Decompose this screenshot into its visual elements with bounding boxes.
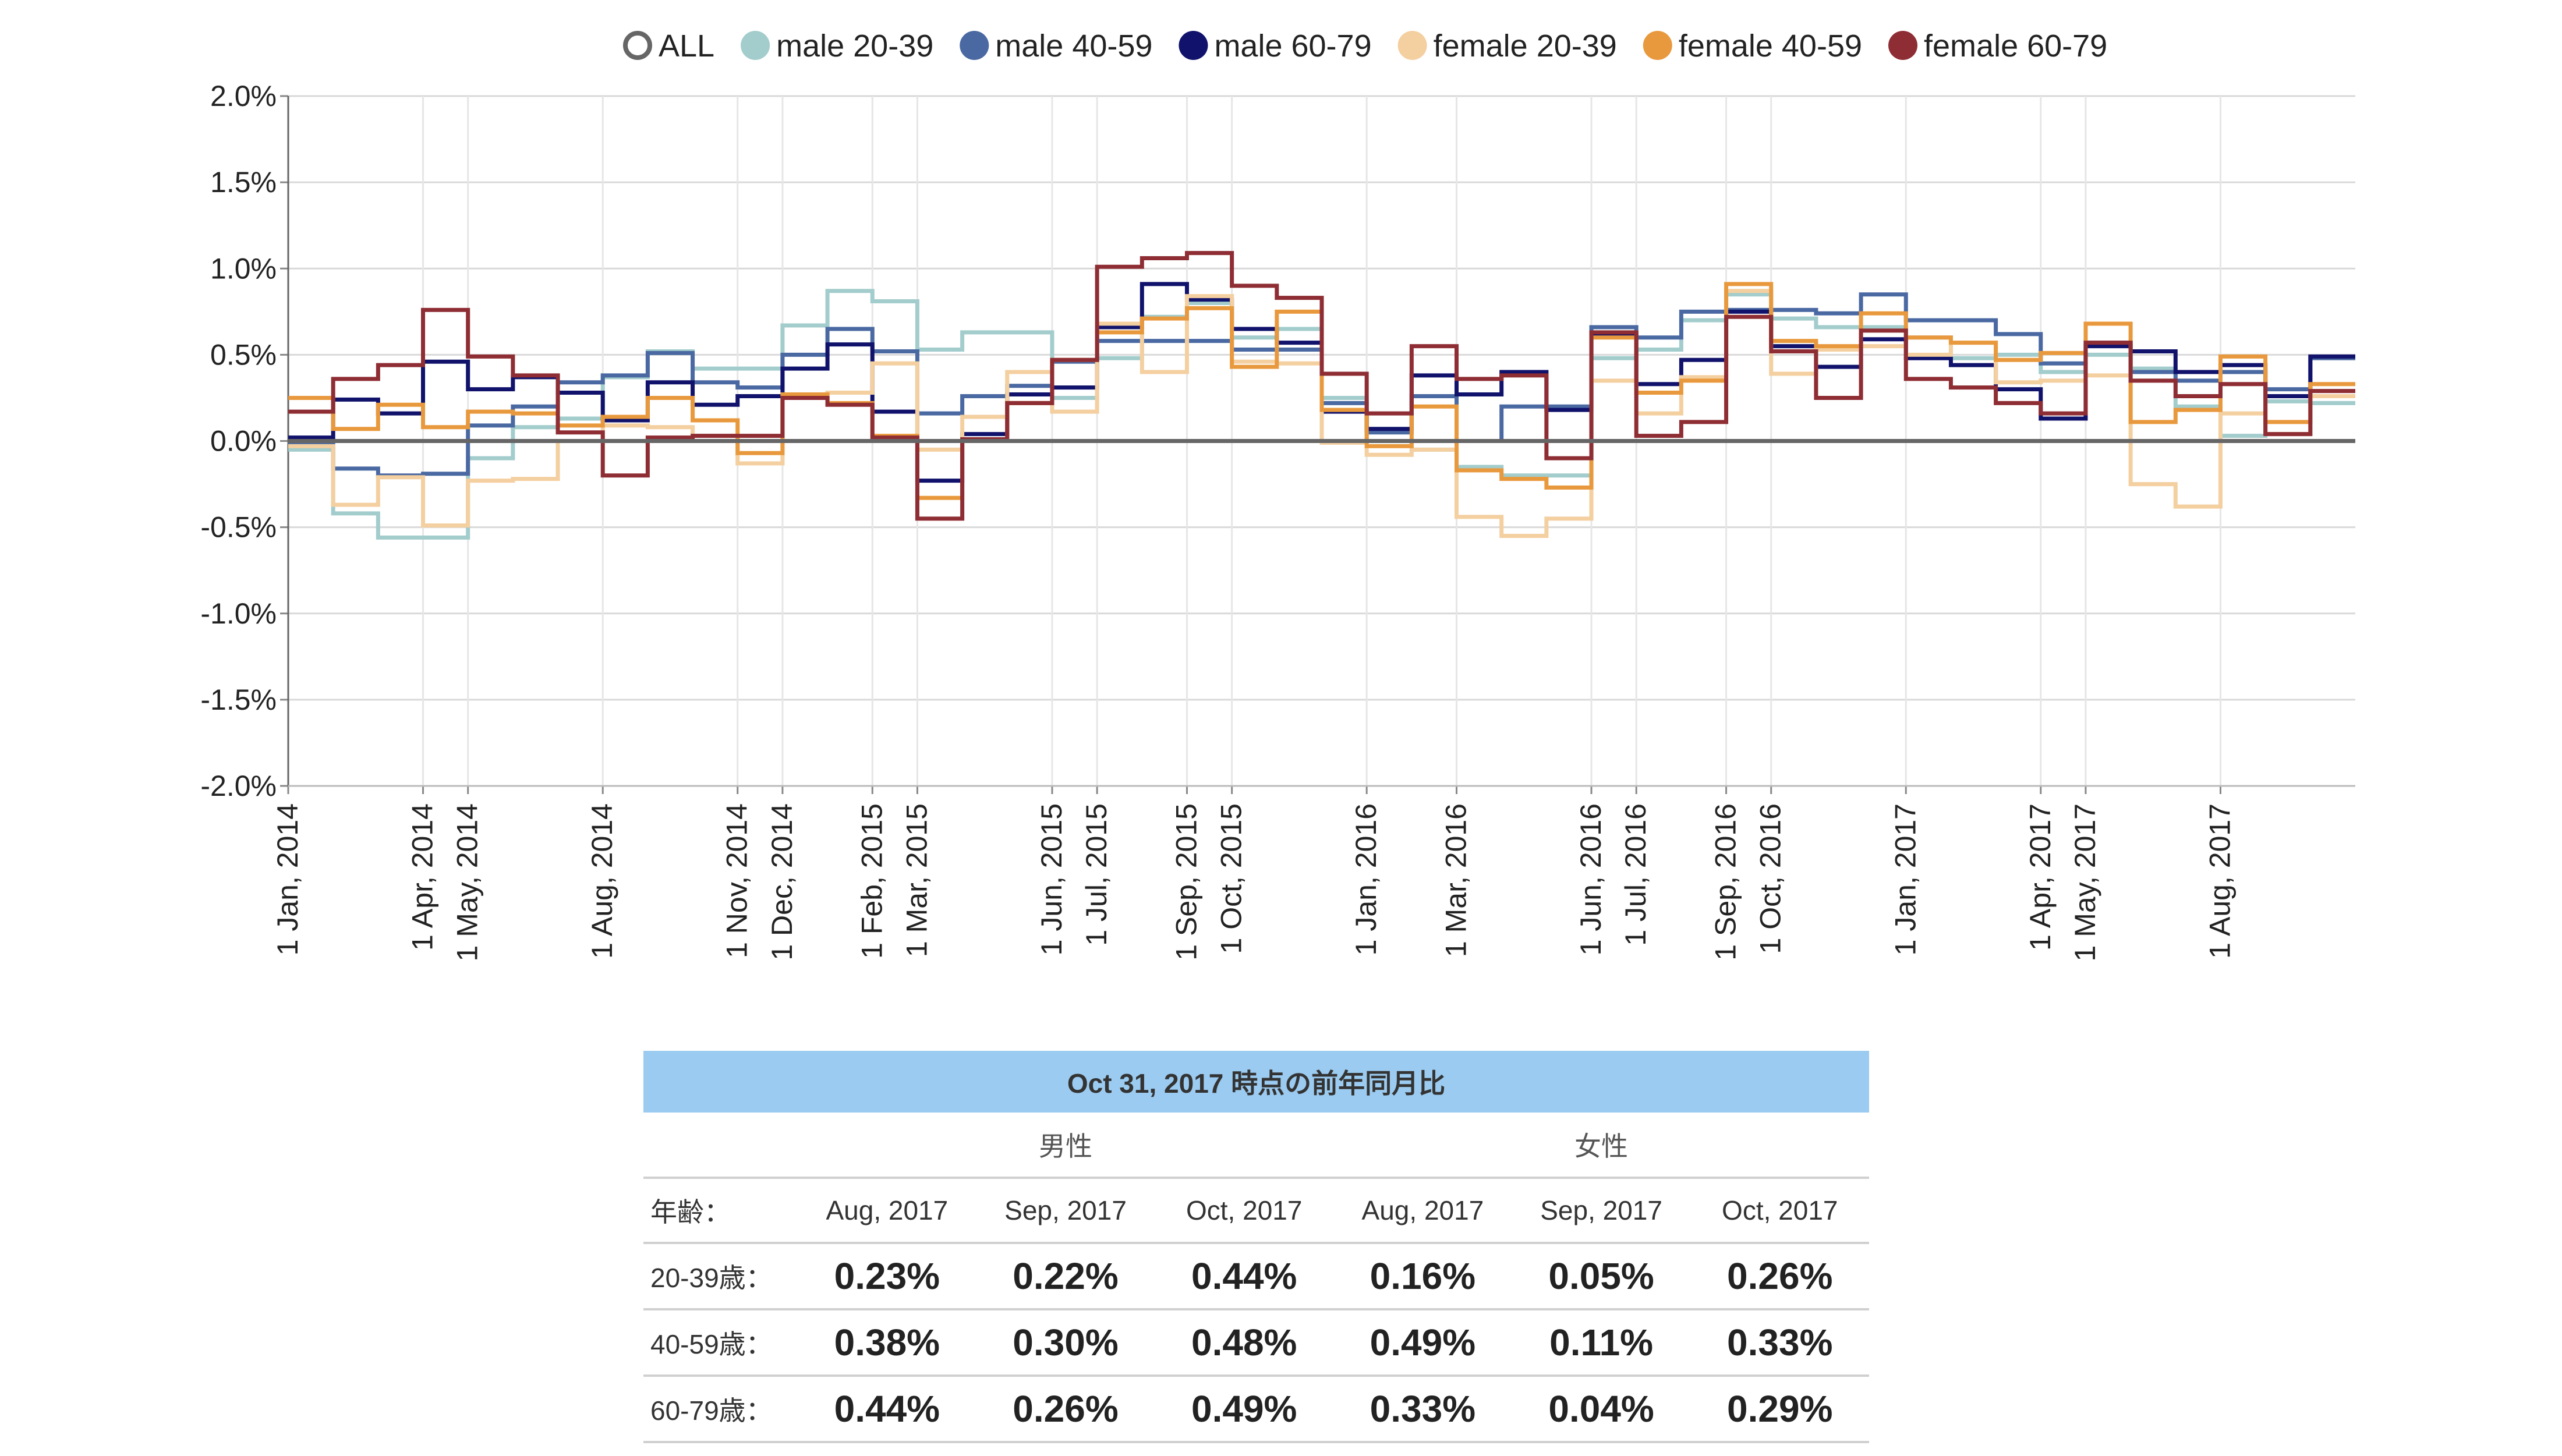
col-header: Aug, 2017 — [798, 1177, 976, 1244]
legend-item[interactable]: female 40-59 — [1643, 29, 1862, 63]
x-tick-label: 1 May, 2017 — [2069, 803, 2101, 961]
x-tick-label: 1 Feb, 2015 — [855, 803, 888, 959]
legend-item[interactable]: ALL — [623, 29, 714, 63]
legend-item[interactable]: female 20-39 — [1397, 29, 1617, 63]
x-tick-label: 1 Jul, 2015 — [1080, 803, 1113, 946]
series-line-female-60-79 — [288, 251, 2355, 521]
y-tick-label: 0.5% — [210, 338, 277, 371]
column-header-row: 年齢： Aug, 2017 Sep, 2017 Oct, 2017 Aug, 2… — [643, 1177, 1870, 1244]
x-tick-label: 1 Jun, 2015 — [1035, 803, 1068, 955]
gender-header-row: 男性 女性 — [643, 1113, 1869, 1177]
female-label: 女性 — [1574, 1131, 1628, 1161]
legend-label: female 20-39 — [1434, 29, 1617, 63]
x-tick-labels: 1 Jan, 2014 1 Apr, 2014 1 May, 2014 1 Aug, … — [271, 803, 2236, 961]
table-cell: 0.11% — [1512, 1310, 1691, 1377]
table-cell: 0.29% — [1690, 1377, 1870, 1443]
table-cell: 0.44% — [798, 1377, 976, 1443]
age-header: 年齢： — [643, 1177, 798, 1244]
table-cell: 0.49% — [1155, 1377, 1334, 1443]
x-tick-label: 1 Jul, 2016 — [1619, 803, 1652, 946]
table-row: 20-39歳： 0.23% 0.22% 0.44% 0.16% 0.05% 0.… — [643, 1244, 1870, 1310]
y-tick-label: 1.5% — [210, 166, 277, 199]
x-tick-label: 1 Apr, 2017 — [2024, 803, 2057, 951]
y-tick-label: 1.0% — [210, 252, 277, 285]
row-label: 60-79歳： — [643, 1377, 798, 1443]
legend-label: ALL — [659, 29, 714, 63]
legend-marker — [1888, 31, 1918, 60]
x-tick-label: 1 Sep, 2016 — [1710, 803, 1742, 961]
legend-label: female 40-59 — [1679, 29, 1862, 63]
legend-marker — [1397, 31, 1427, 60]
y-tick-label: -2.0% — [200, 770, 277, 802]
table-cell: 0.33% — [1333, 1377, 1512, 1443]
summary-table: Oct 31, 2017 時点の前年同月比 男性 女性 年齢： Aug, 201… — [643, 1051, 1870, 1443]
table-row: 40-59歳： 0.38% 0.30% 0.48% 0.49% 0.11% 0.… — [643, 1310, 1870, 1377]
x-tick-label: 1 Apr, 2014 — [406, 803, 439, 951]
table-cell: 0.04% — [1512, 1377, 1691, 1443]
table-cell: 0.22% — [976, 1244, 1155, 1310]
table-cell: 0.05% — [1512, 1244, 1691, 1310]
x-tick-label: 1 Dec, 2014 — [766, 803, 798, 961]
legend-marker — [623, 31, 652, 60]
series-lines — [288, 251, 2355, 540]
legend-marker — [1179, 31, 1208, 60]
table-cell: 0.26% — [976, 1377, 1155, 1443]
axes — [280, 95, 2355, 794]
legend-item[interactable]: male 60-79 — [1179, 29, 1372, 63]
legend-marker — [741, 31, 770, 60]
table-cell: 0.44% — [1155, 1244, 1334, 1310]
y-tick-label: -1.0% — [200, 597, 277, 630]
x-tick-label: 1 Sep, 2015 — [1170, 803, 1202, 961]
x-tick-label: 1 Oct, 2016 — [1754, 803, 1787, 954]
table-cell: 0.48% — [1155, 1310, 1334, 1377]
x-tick-label: 1 Jan, 2017 — [1889, 803, 1922, 955]
table-cell: 0.33% — [1690, 1310, 1870, 1377]
legend-marker — [1643, 31, 1672, 60]
x-tick-label: 1 Mar, 2016 — [1440, 803, 1473, 957]
legend-item[interactable]: female 60-79 — [1888, 29, 2107, 63]
x-tick-label: 1 Oct, 2015 — [1215, 803, 1248, 954]
y-tick-label: 0.0% — [210, 425, 277, 458]
table-row: 60-79歳： 0.44% 0.26% 0.49% 0.33% 0.04% 0.… — [643, 1377, 1870, 1443]
col-header: Oct, 2017 — [1690, 1177, 1870, 1244]
legend-label: male 60-79 — [1214, 29, 1371, 63]
legend-label: male 40-59 — [995, 29, 1152, 63]
x-tick-label: 1 Aug, 2014 — [586, 803, 618, 959]
male-label: 男性 — [1039, 1131, 1092, 1161]
legend-item[interactable]: male 40-59 — [960, 29, 1152, 63]
x-tick-label: 1 Nov, 2014 — [721, 803, 753, 958]
table-cell: 0.38% — [798, 1310, 976, 1377]
col-header: Aug, 2017 — [1333, 1177, 1512, 1244]
row-label: 40-59歳： — [643, 1310, 798, 1377]
table-cell: 0.26% — [1690, 1244, 1870, 1310]
x-tick-label: 1 Jun, 2016 — [1574, 803, 1607, 955]
chart: ALL male 20-39 male 40-59 male 60-79 female … — [200, 29, 2355, 961]
x-tick-label: 1 Mar, 2015 — [900, 803, 933, 957]
table-cell: 0.49% — [1333, 1310, 1512, 1377]
legend-marker — [960, 31, 989, 60]
table-cell: 0.30% — [976, 1310, 1155, 1377]
x-tick-label: 1 Jan, 2016 — [1350, 803, 1382, 955]
y-tick-labels: -2.0% -1.5% -1.0% -0.5% 0.0% 0.5% 1.0% 1.5% 2.0% — [200, 80, 277, 802]
table-cell: 0.16% — [1333, 1244, 1512, 1310]
col-header: Oct, 2017 — [1155, 1177, 1334, 1244]
x-tick-label: 1 May, 2014 — [451, 803, 484, 961]
table-title: Oct 31, 2017 時点の前年同月比 — [643, 1051, 1869, 1113]
legend-label: male 20-39 — [776, 29, 933, 63]
row-label: 20-39歳： — [643, 1244, 798, 1310]
y-tick-label: 2.0% — [210, 80, 277, 112]
y-tick-label: -1.5% — [200, 683, 277, 716]
col-header: Sep, 2017 — [1512, 1177, 1691, 1244]
table-cell: 0.23% — [798, 1244, 976, 1310]
y-tick-label: -0.5% — [200, 511, 277, 544]
col-header: Sep, 2017 — [976, 1177, 1155, 1244]
x-tick-label: 1 Aug, 2017 — [2203, 803, 2236, 959]
legend-item[interactable]: male 20-39 — [741, 29, 933, 63]
x-tick-label: 1 Jan, 2014 — [271, 803, 304, 955]
legend: ALL male 20-39 male 40-59 male 60-79 female … — [623, 29, 2107, 63]
legend-label: female 60-79 — [1924, 29, 2107, 63]
